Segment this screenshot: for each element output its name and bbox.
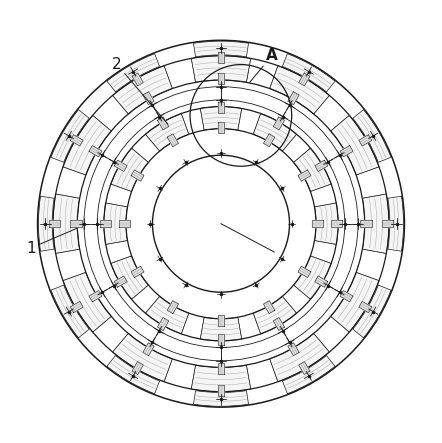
Wedge shape	[293, 256, 331, 299]
Polygon shape	[114, 276, 127, 287]
Wedge shape	[51, 285, 89, 338]
Polygon shape	[143, 92, 154, 105]
Polygon shape	[359, 301, 372, 313]
Text: 2: 2	[112, 57, 168, 124]
Polygon shape	[217, 315, 224, 326]
Polygon shape	[359, 135, 372, 146]
Polygon shape	[218, 102, 224, 113]
Polygon shape	[218, 73, 224, 84]
Polygon shape	[119, 221, 130, 227]
Polygon shape	[382, 221, 393, 227]
Wedge shape	[331, 115, 379, 175]
Wedge shape	[111, 148, 149, 191]
Wedge shape	[315, 203, 338, 245]
Polygon shape	[100, 221, 111, 227]
Polygon shape	[218, 51, 224, 62]
Polygon shape	[131, 170, 144, 181]
Polygon shape	[288, 92, 299, 105]
Polygon shape	[70, 301, 83, 313]
Circle shape	[152, 155, 290, 292]
Wedge shape	[353, 110, 391, 162]
Wedge shape	[200, 107, 242, 130]
Polygon shape	[340, 146, 353, 157]
Polygon shape	[167, 301, 179, 314]
Polygon shape	[71, 221, 81, 227]
Polygon shape	[167, 134, 179, 147]
Wedge shape	[194, 391, 248, 406]
Polygon shape	[132, 361, 143, 374]
Wedge shape	[388, 196, 404, 251]
Polygon shape	[89, 146, 102, 157]
Wedge shape	[362, 194, 389, 253]
Polygon shape	[315, 276, 328, 287]
Polygon shape	[315, 160, 328, 171]
Polygon shape	[263, 134, 275, 147]
Wedge shape	[353, 285, 391, 338]
Wedge shape	[107, 54, 160, 92]
Wedge shape	[51, 110, 89, 162]
Polygon shape	[340, 291, 353, 302]
Polygon shape	[218, 122, 224, 133]
Wedge shape	[145, 296, 189, 334]
Polygon shape	[298, 170, 311, 181]
Polygon shape	[132, 73, 143, 86]
Polygon shape	[273, 117, 285, 130]
Polygon shape	[217, 363, 224, 374]
Wedge shape	[145, 113, 189, 151]
Polygon shape	[361, 221, 372, 227]
Wedge shape	[107, 356, 160, 394]
Text: A: A	[250, 48, 278, 82]
Polygon shape	[299, 361, 310, 374]
Wedge shape	[191, 56, 251, 82]
Text: 1: 1	[26, 228, 77, 256]
Polygon shape	[70, 135, 83, 146]
Wedge shape	[200, 317, 242, 341]
Wedge shape	[38, 196, 54, 251]
Wedge shape	[113, 66, 172, 114]
Polygon shape	[114, 160, 127, 171]
Polygon shape	[143, 343, 154, 356]
Polygon shape	[49, 221, 60, 227]
Wedge shape	[63, 272, 111, 332]
Wedge shape	[282, 54, 335, 92]
Polygon shape	[263, 301, 275, 314]
Polygon shape	[312, 221, 323, 227]
Wedge shape	[253, 113, 297, 151]
Polygon shape	[131, 266, 144, 277]
Polygon shape	[157, 318, 169, 330]
Wedge shape	[194, 41, 248, 57]
Wedge shape	[111, 256, 149, 299]
Wedge shape	[293, 148, 331, 191]
Wedge shape	[270, 334, 329, 382]
Polygon shape	[157, 117, 169, 130]
Wedge shape	[104, 203, 127, 245]
Polygon shape	[273, 318, 285, 330]
Wedge shape	[253, 296, 297, 334]
Wedge shape	[331, 272, 379, 332]
Polygon shape	[217, 385, 224, 396]
Wedge shape	[53, 194, 80, 253]
Wedge shape	[191, 365, 251, 392]
Polygon shape	[217, 334, 224, 345]
Polygon shape	[299, 73, 310, 86]
Wedge shape	[282, 356, 335, 394]
Polygon shape	[298, 266, 311, 277]
Polygon shape	[288, 343, 299, 356]
Wedge shape	[63, 115, 111, 175]
Polygon shape	[332, 221, 343, 227]
Wedge shape	[113, 334, 172, 382]
Polygon shape	[89, 291, 102, 302]
Wedge shape	[270, 66, 329, 114]
